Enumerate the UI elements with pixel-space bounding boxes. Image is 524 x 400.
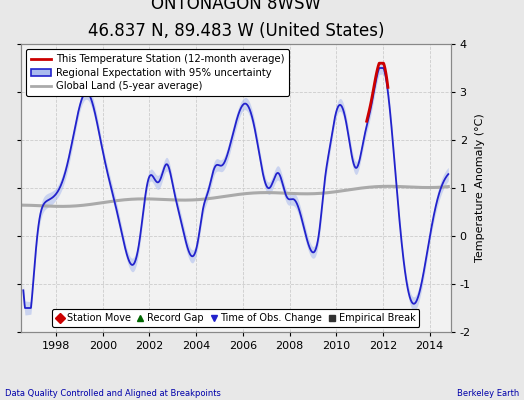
Y-axis label: Temperature Anomaly (°C): Temperature Anomaly (°C)	[475, 114, 485, 262]
Text: Berkeley Earth: Berkeley Earth	[456, 389, 519, 398]
Text: Data Quality Controlled and Aligned at Breakpoints: Data Quality Controlled and Aligned at B…	[5, 389, 221, 398]
Legend: Station Move, Record Gap, Time of Obs. Change, Empirical Break: Station Move, Record Gap, Time of Obs. C…	[52, 309, 419, 327]
Title: ONTONAGON 8WSW
46.837 N, 89.483 W (United States): ONTONAGON 8WSW 46.837 N, 89.483 W (Unite…	[88, 0, 384, 40]
